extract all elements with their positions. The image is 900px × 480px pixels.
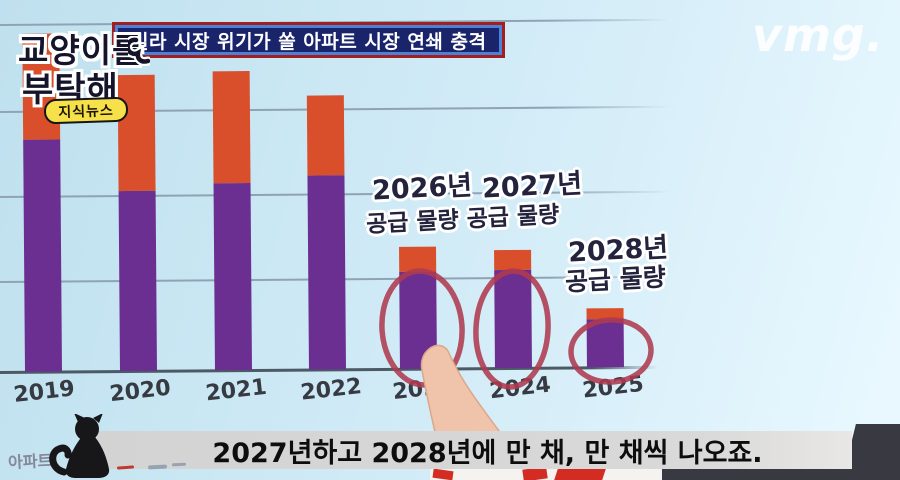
bar-2023-purple — [399, 271, 437, 369]
subtitle-text: 2027년하고 2028년에 만 채, 만 채씩 나오죠. — [212, 437, 763, 469]
x-axis-label: 2023 — [391, 373, 456, 406]
logo-swash — [128, 36, 150, 66]
bar-2025-red — [586, 308, 624, 320]
show-logo-line1: 교양이를 — [18, 31, 144, 70]
x-axis-label: 2025 — [580, 371, 645, 404]
bar-2022-red — [306, 95, 345, 176]
bar-2021-red — [212, 71, 251, 184]
subtitle-bar: 2027년하고 2028년에 만 채, 만 채씩 나오죠. — [97, 431, 852, 469]
channel-logo: vmg. — [752, 8, 885, 62]
bar-2023-red — [399, 246, 437, 272]
bar-2025-purple — [586, 319, 624, 368]
x-axis-label: 2019 — [11, 376, 76, 409]
bar-2019-purple — [23, 139, 62, 372]
x-axis-label: 2020 — [108, 375, 172, 408]
badge-knowledge-news: 지식뉴스 — [43, 96, 129, 125]
x-axis-label: 2024 — [487, 372, 552, 405]
legend-apartment-label: 아파트 — [7, 450, 53, 473]
annotation-supply-single: 공급 물량 — [564, 262, 667, 297]
headline-banner: 빌라 시장 위기가 쏠 아파트 시장 연쇄 충격 — [112, 22, 506, 58]
bar-2022-purple — [307, 175, 346, 370]
headline-text: 빌라 시장 위기가 쏠 아파트 시장 연쇄 충격 — [131, 30, 487, 53]
x-axis-label: 2022 — [299, 374, 364, 406]
bar-2020-red — [117, 74, 156, 192]
headline-banner-inner: 빌라 시장 위기가 쏠 아파트 시장 연쇄 충격 — [115, 25, 503, 55]
bar-2021-purple — [213, 183, 252, 371]
bar-2024-red — [494, 249, 532, 271]
bar-2024-purple — [494, 269, 532, 369]
x-axis-label: 2021 — [204, 374, 268, 407]
black-cat-icon — [49, 414, 110, 478]
bar-2020-purple — [118, 190, 157, 372]
red-logo-mark — [554, 469, 606, 480]
